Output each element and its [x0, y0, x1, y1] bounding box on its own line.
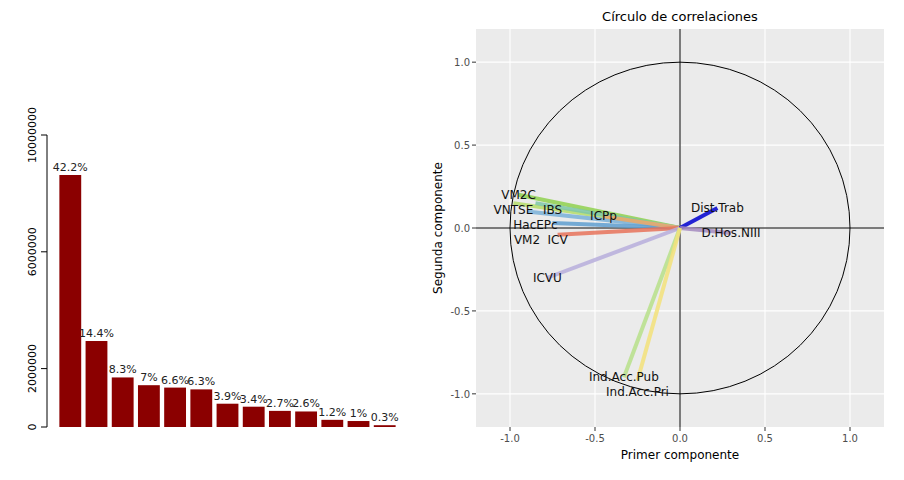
bar: [112, 377, 134, 427]
y-tick: [41, 368, 47, 369]
vector-label: VM2: [514, 233, 540, 247]
vector-label: IBS: [543, 203, 562, 217]
vector: [638, 228, 681, 381]
y-tick-label: 6000000: [26, 227, 39, 276]
x-tick-label: 0.0: [672, 433, 688, 444]
x-tick-label: -0.5: [585, 433, 605, 444]
bar: [269, 411, 291, 427]
y-axis-line: [47, 135, 48, 427]
data-label: 8.3%: [109, 363, 137, 376]
bars: [59, 175, 395, 427]
y-tick: [472, 62, 476, 63]
data-label: 0.3%: [371, 411, 399, 424]
bar: [217, 404, 239, 427]
x-tick: [595, 427, 596, 431]
y-axis-label: Segunda componente: [431, 162, 445, 294]
data-label: 1.2%: [318, 406, 346, 419]
x-tick-label: 0.5: [757, 433, 773, 444]
unit-circle: [510, 62, 850, 394]
bar: [243, 407, 265, 427]
vector-label: ICV: [548, 233, 569, 247]
panel: [476, 29, 884, 427]
data-label: 42.2%: [53, 161, 88, 174]
data-label: 7%: [140, 371, 157, 384]
data-label: 1%: [350, 407, 367, 420]
bar: [374, 425, 396, 427]
y-tick-label: 2000000: [26, 344, 39, 393]
y-tick: [472, 310, 476, 311]
x-tick: [765, 427, 766, 431]
bar: [321, 420, 343, 427]
correlation-chart: VM2CVNTSEHacEPcVM2 IBS ICPp ICV ICVU Dist.Tra…: [431, 9, 884, 462]
y-tick: [472, 145, 476, 146]
data-label: 3.9%: [214, 390, 242, 403]
vector: [624, 228, 680, 377]
data-label: 6.6%: [161, 374, 189, 387]
x-axis-label: Primer componente: [621, 448, 739, 462]
vector: [547, 228, 680, 278]
vector-label: VNTSE: [494, 203, 534, 217]
bar: [164, 388, 186, 427]
y-tick: [41, 251, 47, 252]
vector-label: Ind.Acc.Pub: [589, 370, 659, 384]
y-tick-label: 0.5: [454, 140, 470, 151]
title: Círculo de correlaciones: [602, 9, 758, 24]
bar: [86, 341, 108, 427]
vector-label: HacEPc: [513, 218, 557, 232]
data-label: 14.4%: [79, 327, 114, 340]
bar-chart: 0 2000000 6000000 10000000 42.2% 14.4% 8.3%7% 6…: [26, 107, 399, 431]
data-label: 6.3%: [187, 375, 215, 388]
y-tick: [41, 427, 47, 428]
y-tick: [472, 228, 476, 229]
y-tick: [41, 135, 47, 136]
x-tick: [510, 427, 511, 431]
bar: [190, 389, 212, 427]
data-label: 2.7%: [266, 397, 294, 410]
vector-label: Dist.Trab: [691, 201, 744, 215]
y-tick-label: -0.5: [450, 306, 470, 317]
canvas: 0 2000000 6000000 10000000 42.2% 14.4% 8.3%7% 6…: [0, 0, 904, 480]
vector-label: Ind.Acc.Pri: [606, 385, 669, 399]
bar: [295, 411, 317, 427]
vector-label: ICPp: [590, 209, 617, 223]
data-label: 3.4%: [240, 393, 268, 406]
bar: [348, 421, 370, 427]
y-tick-label: 0.0: [454, 223, 470, 234]
data-label: 2.6%: [292, 397, 320, 410]
x-tick: [850, 427, 851, 431]
vector-label: VM2C: [501, 188, 536, 202]
y-tick-label: 0: [26, 424, 39, 431]
bar: [138, 385, 160, 427]
x-tick-label: -1.0: [500, 433, 520, 444]
bar: [59, 175, 81, 427]
y-tick-label: 1.0: [454, 57, 470, 68]
plot-area: [476, 29, 884, 427]
x-tick: [680, 427, 681, 431]
vector-label: ICVU: [533, 271, 562, 285]
x-tick-label: 1.0: [842, 433, 858, 444]
vector-label: D.Hos.NIII: [701, 226, 760, 240]
y-tick-label: 10000000: [26, 107, 39, 163]
y-tick-label: -1.0: [450, 389, 470, 400]
y-tick: [472, 393, 476, 394]
